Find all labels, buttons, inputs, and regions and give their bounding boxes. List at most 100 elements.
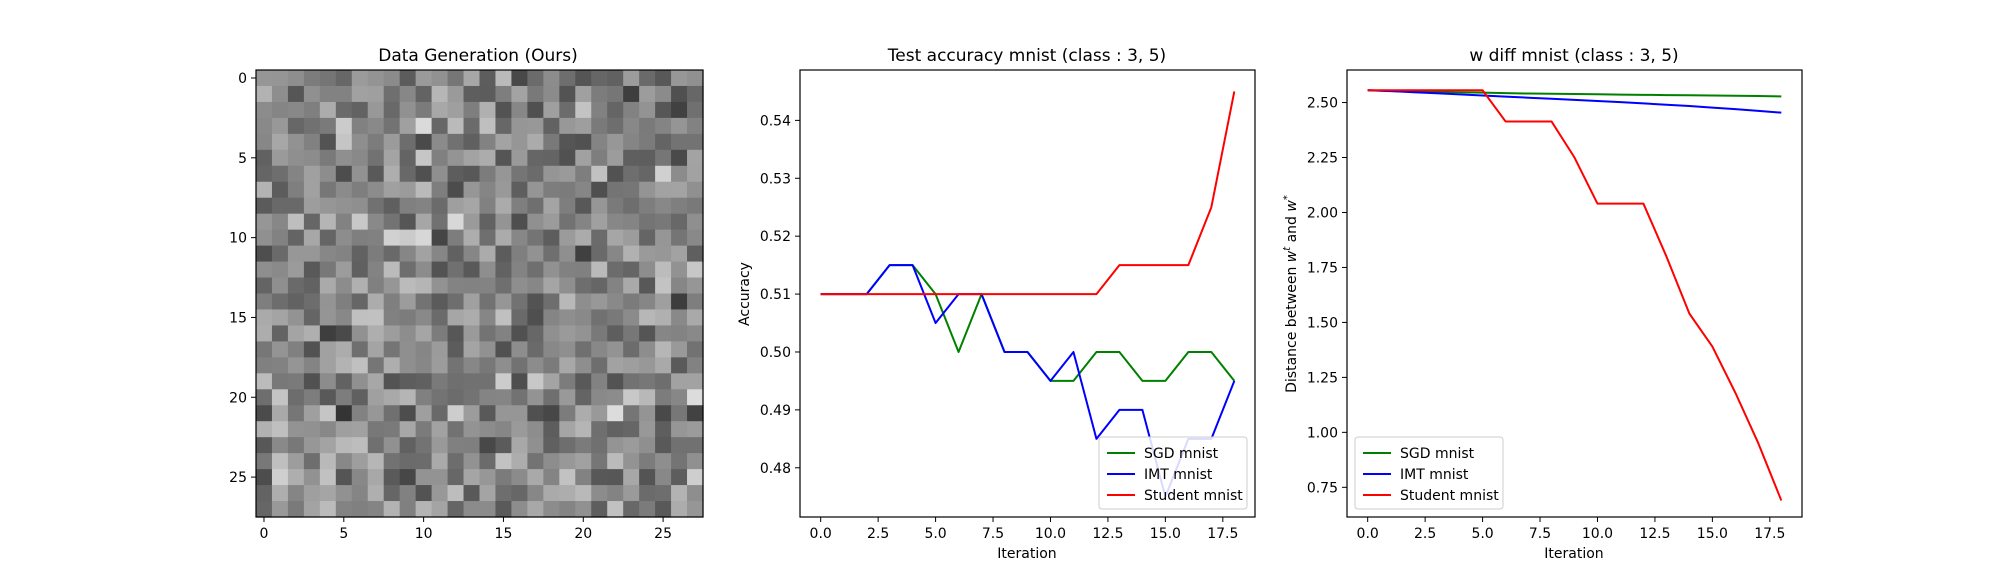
heatmap-cell [623, 197, 640, 215]
heatmap-cell [687, 389, 704, 406]
heatmap-cell [399, 277, 417, 295]
heatmap-cell [319, 149, 337, 167]
series-line-imt-mnist [1367, 89, 1782, 114]
heatmap-cell [463, 293, 481, 311]
heatmap-cell [303, 453, 321, 470]
heatmap-cell [447, 405, 465, 422]
heatmap-cell [607, 197, 624, 215]
heatmap-cell [303, 245, 321, 263]
ytick-label: 2.50 [1307, 96, 1338, 112]
heatmap-cell [687, 501, 704, 518]
heatmap-cell [303, 117, 321, 135]
heatmap-cell [543, 357, 560, 374]
heatmap-cell [351, 70, 369, 87]
heatmap-cell [575, 373, 592, 390]
heatmap-cell [383, 309, 401, 327]
heatmap-cell [543, 70, 560, 87]
heatmap-cell [655, 309, 672, 327]
heatmap-cell [367, 165, 385, 183]
heatmap-cell [256, 229, 273, 247]
heatmap-cell [607, 245, 624, 263]
heatmap-cell [431, 133, 449, 151]
heatmap-cell [383, 373, 401, 390]
heatmap-cell [511, 133, 528, 151]
heatmap-cell [351, 453, 369, 470]
heatmap-cell [687, 133, 704, 151]
heatmap-cell [383, 149, 401, 167]
heatmap-cell [671, 405, 688, 422]
heatmap-cell [431, 245, 449, 263]
heatmap-xtick-label: 15 [495, 526, 513, 542]
heatmap-cell [543, 197, 560, 215]
legend-label: IMT mnist [1144, 467, 1213, 483]
heatmap-cell [463, 245, 481, 263]
xtick-label: 2.5 [1414, 526, 1436, 542]
heatmap-cell [351, 469, 369, 486]
heatmap-cell [431, 421, 449, 438]
legend-box [1354, 436, 1504, 510]
heatmap-cell [575, 229, 592, 247]
heatmap-cell [495, 70, 513, 87]
heatmap-cell [495, 389, 513, 406]
heatmap-cell [495, 133, 513, 151]
heatmap-cell [655, 405, 672, 422]
heatmap-cell [479, 357, 497, 374]
heatmap-cell [479, 277, 497, 295]
heatmap-cell [543, 165, 560, 183]
heatmap-cell [431, 101, 449, 119]
heatmap-cell [319, 485, 337, 502]
heatmap-cell [607, 70, 624, 87]
heatmap-cell [447, 245, 465, 263]
heatmap-cell [447, 277, 465, 295]
heatmap-cell [319, 245, 337, 263]
heatmap-cell [463, 421, 481, 438]
heatmap-cell [287, 277, 305, 295]
heatmap-xtick-label: 0 [260, 526, 269, 542]
heatmap-cell [287, 85, 305, 103]
heatmap-cell [671, 277, 688, 295]
heatmap-cell [303, 101, 321, 119]
heatmap-cell [447, 485, 465, 502]
heatmap-cell [367, 325, 385, 342]
legend-label: Student mnist [1400, 488, 1499, 504]
heatmap-cell [367, 277, 385, 295]
heatmap-cell [511, 229, 528, 247]
heatmap-cell [447, 469, 465, 486]
heatmap-cell [415, 389, 433, 406]
heatmap-cell [287, 373, 305, 390]
heatmap-cell [639, 70, 656, 87]
heatmap-cell [303, 389, 321, 406]
wdiff-frame [1346, 69, 1803, 518]
heatmap-cell [351, 405, 369, 422]
heatmap-cell [655, 181, 672, 199]
heatmap-cell [303, 181, 321, 199]
wdiff-ylabel: Distance between wt and w* [1282, 195, 1300, 393]
heatmap-cell [351, 373, 369, 390]
heatmap-cell [415, 213, 433, 231]
heatmap-cell [575, 85, 592, 103]
heatmap-cell [479, 405, 497, 422]
heatmap-cell [655, 293, 672, 311]
heatmap-cell [479, 389, 497, 406]
ytick-label: 0.50 [760, 345, 791, 361]
heatmap-cell [607, 405, 624, 422]
heatmap-cell [687, 485, 704, 502]
heatmap-cell [591, 149, 608, 167]
heatmap-cell [639, 245, 656, 263]
heatmap-cell [287, 117, 305, 135]
heatmap-cell [256, 213, 273, 231]
ytick-label: 0.52 [760, 229, 791, 245]
heatmap-cell [671, 469, 688, 486]
heatmap-cell [383, 341, 401, 358]
heatmap-cell [351, 389, 369, 406]
heatmap-cell [575, 405, 592, 422]
wdiff-ticks: 0.0 2.5 5.0 7.5 10.0 12.5 15.0 17.5 0.75 1.00 1.25… [1307, 96, 1786, 542]
heatmap-cell [463, 70, 481, 87]
heatmap-cells [256, 70, 704, 518]
heatmap-cell [431, 485, 449, 502]
heatmap-cell [431, 213, 449, 231]
heatmap-cell [335, 117, 353, 135]
heatmap-cell [319, 197, 337, 215]
heatmap-cell [335, 133, 353, 151]
heatmap-cell [559, 101, 576, 119]
